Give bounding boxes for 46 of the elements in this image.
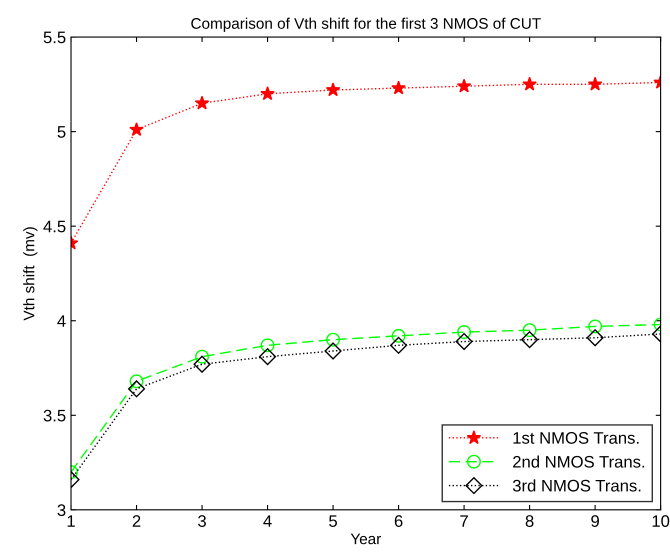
y-tick-label: 4.5: [43, 220, 66, 232]
x-axis-title: Year: [350, 534, 382, 544]
point: [260, 338, 274, 352]
point: [259, 348, 276, 366]
point: [129, 122, 144, 136]
point: [193, 356, 211, 373]
y-tick-label: 3.5: [44, 410, 66, 422]
y-tick-label: 5.5: [44, 32, 66, 44]
legend-label: 2nd NMOS Trans.: [513, 455, 644, 468]
x-tick-label: 5: [329, 515, 337, 527]
point: [324, 342, 342, 360]
x-tick-label: 4: [263, 515, 272, 527]
y-tick-label: 4: [57, 315, 66, 327]
point: [456, 332, 473, 350]
x-tick-label: 8: [526, 515, 534, 527]
point: [260, 86, 275, 100]
point: [195, 350, 209, 364]
x-tick-label: 1: [68, 515, 75, 527]
point: [457, 325, 472, 340]
point: [392, 328, 406, 343]
y-tick-label: 5: [58, 126, 66, 138]
chart-title: Comparison of Vth shift for the first 3 NMOS of CUT: [191, 18, 541, 32]
y-tick-label: 3: [58, 504, 66, 516]
point: [130, 374, 144, 388]
x-tick-label: 7: [460, 515, 468, 527]
point: [588, 319, 602, 334]
point: [391, 80, 406, 94]
point: [522, 76, 537, 91]
x-tick-label: 3: [198, 515, 206, 527]
x-tick-label: 9: [591, 515, 599, 527]
point: [326, 332, 340, 347]
point: [326, 82, 340, 96]
point: [588, 76, 602, 91]
point: [521, 331, 538, 348]
point: [390, 336, 408, 354]
point: [194, 96, 210, 110]
x-tick-label: 6: [394, 515, 402, 527]
point: [456, 78, 472, 93]
point: [128, 380, 146, 398]
legend-label: 3rd NMOS Trans.: [512, 479, 640, 492]
y-axis-title: Vth shift (mv): [23, 227, 38, 320]
x-tick-label: 2: [132, 515, 140, 527]
legend-label: 1st NMOS Trans.: [514, 432, 639, 444]
point: [586, 329, 604, 346]
point: [522, 323, 537, 338]
x-tick-label: 10: [652, 515, 670, 527]
